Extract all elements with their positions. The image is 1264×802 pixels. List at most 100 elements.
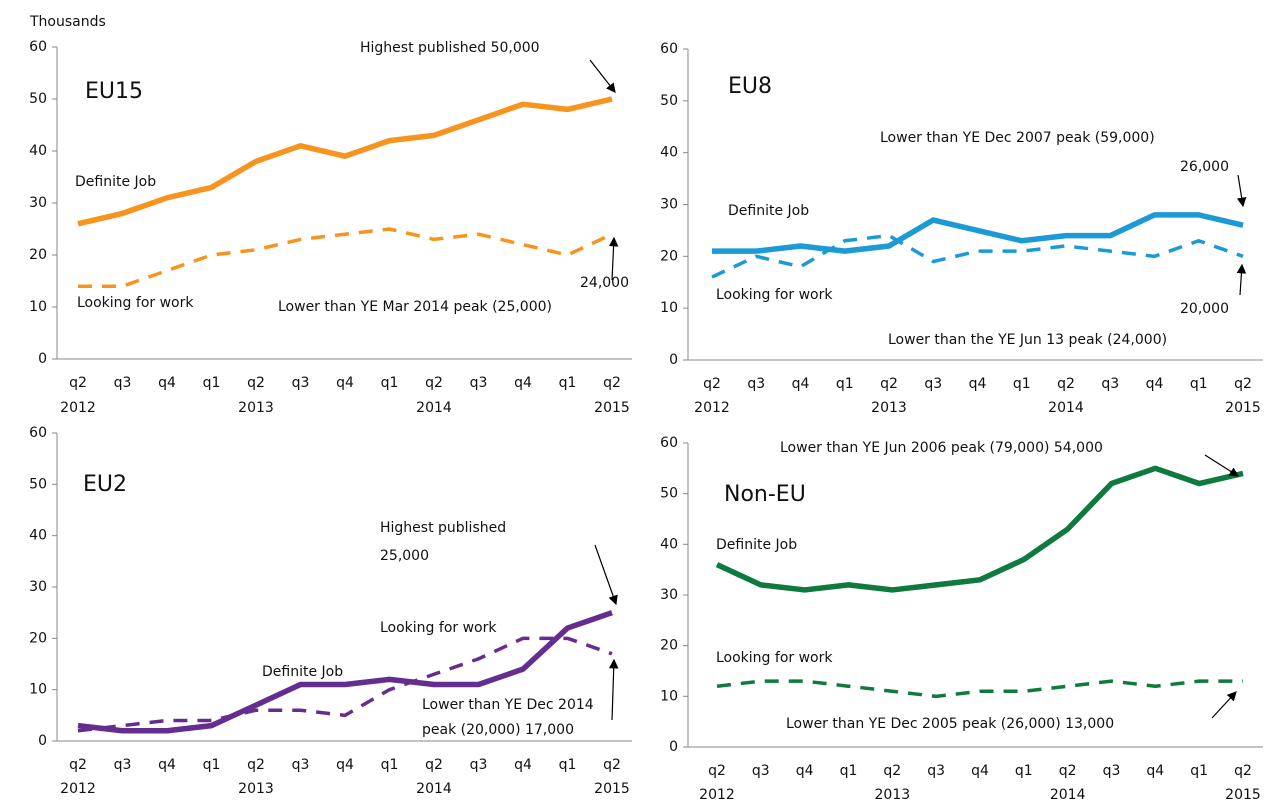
annotation-arrow [1236,174,1247,208]
annotation: peak (20,000) 17,000 [422,722,574,738]
y-tick-label: 40 [660,145,678,161]
x-year-label: 2014 [416,781,452,797]
annotation: Lower than YE Dec 2014 [422,697,594,713]
x-year-label: 2015 [594,400,630,416]
series-label: Definite Job [75,174,156,190]
x-tick-label: q3 [114,757,132,773]
panel-title: EU15 [85,79,143,104]
annotation: Lower than YE Dec 2007 peak (59,000) [880,130,1155,146]
series-label: Definite Job [262,664,343,680]
y-tick-label: 30 [29,195,47,211]
x-tick-label: q3 [470,375,488,391]
x-tick-label: q1 [203,757,221,773]
x-tick-label: q4 [336,757,354,773]
x-tick-label: q3 [114,375,132,391]
x-tick-label: q3 [292,757,310,773]
y-tick-label: 60 [29,39,47,55]
y-tick-label: 60 [660,41,678,57]
y-tick-label: 40 [29,143,47,159]
annotation: 20,000 [1180,301,1229,317]
annotation: Highest published 50,000 [360,40,540,56]
x-tick-label: q2 [425,757,443,773]
x-tick-label: q2 [708,763,726,779]
x-tick-label: q2 [425,375,443,391]
x-tick-label: q1 [1190,763,1208,779]
y-tick-label: 0 [38,733,47,749]
x-tick-label: q1 [559,375,577,391]
x-tick-label: q4 [971,763,989,779]
x-year-label: 2013 [871,400,907,416]
y-tick-label: 50 [660,93,678,109]
x-tick-label: q2 [603,375,621,391]
annotation: 25,000 [380,548,429,564]
y-tick-label: 50 [660,486,678,502]
x-year-label: 2012 [699,787,735,802]
x-tick-label: q4 [796,763,814,779]
series-line [77,610,613,734]
y-tick-label: 50 [29,476,47,492]
series-label: Definite Job [728,203,809,219]
annotation: Lower than YE Jun 2006 peak (79,000) 54,… [780,440,1103,456]
panel-title: EU8 [728,74,772,99]
y-axis-title: Thousands [29,14,106,30]
x-tick-label: q2 [1234,763,1252,779]
y-tick-label: 10 [29,299,47,315]
series-line [78,227,613,288]
annotation: 24,000 [580,275,629,291]
y-tick-label: 40 [29,528,47,544]
x-year-label: 2012 [60,781,96,797]
x-tick-label: q4 [158,375,176,391]
x-tick-label: q2 [69,375,87,391]
x-tick-label: q1 [381,375,399,391]
y-tick-label: 0 [38,351,47,367]
series-line [712,212,1244,254]
x-tick-label: q4 [1146,763,1164,779]
x-year-label: 2015 [1225,400,1261,416]
y-tick-label: 10 [660,688,678,704]
x-tick-label: q4 [514,757,532,773]
y-tick-label: 10 [29,682,47,698]
annotation-arrow [1211,691,1237,719]
panel-title: Non-EU [724,482,806,507]
annotation-arrow [608,236,619,281]
y-tick-label: 0 [669,739,678,755]
series-label: Definite Job [716,537,797,553]
y-tick-label: 60 [660,435,678,451]
annotation: Lower than YE Mar 2014 peak (25,000) [278,299,552,315]
y-tick-label: 30 [29,579,47,595]
x-tick-label: q2 [883,763,901,779]
annotation: Lower than YE Dec 2005 peak (26,000) 13,… [786,716,1114,732]
x-tick-label: q4 [336,375,354,391]
x-tick-label: q1 [203,375,221,391]
x-tick-label: q3 [1101,376,1119,392]
annotation-arrow [594,544,618,606]
series-line [716,679,1243,699]
x-tick-label: q2 [247,757,265,773]
y-tick-label: 60 [29,425,47,441]
x-tick-label: q2 [1234,376,1252,392]
y-tick-label: 10 [660,300,678,316]
x-tick-label: q1 [836,376,854,392]
series-line [715,465,1244,593]
x-tick-label: q4 [514,375,532,391]
x-tick-label: q2 [1057,376,1075,392]
x-tick-label: q2 [880,376,898,392]
x-tick-label: q3 [927,763,945,779]
y-tick-label: 20 [29,247,47,263]
x-year-label: 2014 [1050,787,1086,802]
x-tick-label: q4 [792,376,810,392]
x-tick-label: q1 [1013,376,1031,392]
x-year-label: 2014 [1048,400,1084,416]
annotation: 26,000 [1180,159,1229,175]
x-tick-label: q3 [747,376,765,392]
y-tick-label: 30 [660,197,678,213]
y-tick-label: 20 [29,630,47,646]
series-label: Looking for work [716,287,833,303]
y-tick-label: 30 [660,587,678,603]
x-tick-label: q3 [1103,763,1121,779]
x-tick-label: q1 [559,757,577,773]
annotation-arrow [1204,454,1240,477]
x-tick-label: q3 [752,763,770,779]
x-tick-label: q3 [292,375,310,391]
